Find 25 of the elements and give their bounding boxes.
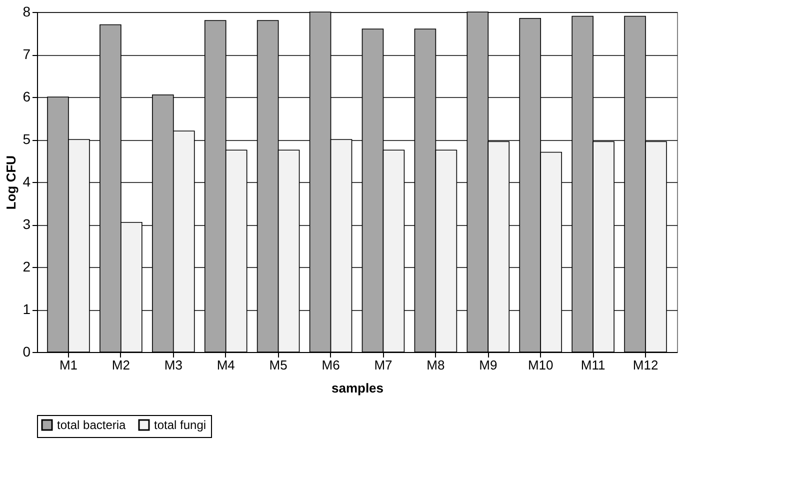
legend-label: total fungi <box>154 418 206 432</box>
x-tick-label: M10 <box>528 358 554 372</box>
y-tick-label: 8 <box>22 4 31 20</box>
x-tick-label: M5 <box>269 358 288 372</box>
y-axis-title: Log CFU <box>4 155 19 210</box>
y-tick-label: 0 <box>22 344 31 360</box>
y-tick-label: 4 <box>22 174 31 190</box>
x-tick-label: M3 <box>164 358 182 372</box>
x-tick-label: M4 <box>216 358 235 372</box>
y-tick-label: 5 <box>22 131 31 147</box>
y-tick-label: 3 <box>22 216 31 232</box>
y-tick-label: 6 <box>22 88 31 104</box>
x-axis-title: samples <box>331 380 384 396</box>
x-tick-label: M8 <box>426 358 445 372</box>
x-tick-label: M7 <box>374 358 392 372</box>
x-tick-label: M11 <box>580 358 606 372</box>
x-tick-label: M2 <box>112 358 130 372</box>
y-tick-label: 2 <box>22 258 31 274</box>
x-tick-label: M1 <box>59 358 78 372</box>
y-tick-label: 1 <box>22 301 31 317</box>
legend-label: total bacteria <box>57 418 126 432</box>
y-tick-label: 7 <box>22 46 31 62</box>
x-tick-label: M9 <box>479 358 498 372</box>
x-tick-label: M6 <box>322 358 340 372</box>
x-tick-label: M12 <box>632 358 658 372</box>
